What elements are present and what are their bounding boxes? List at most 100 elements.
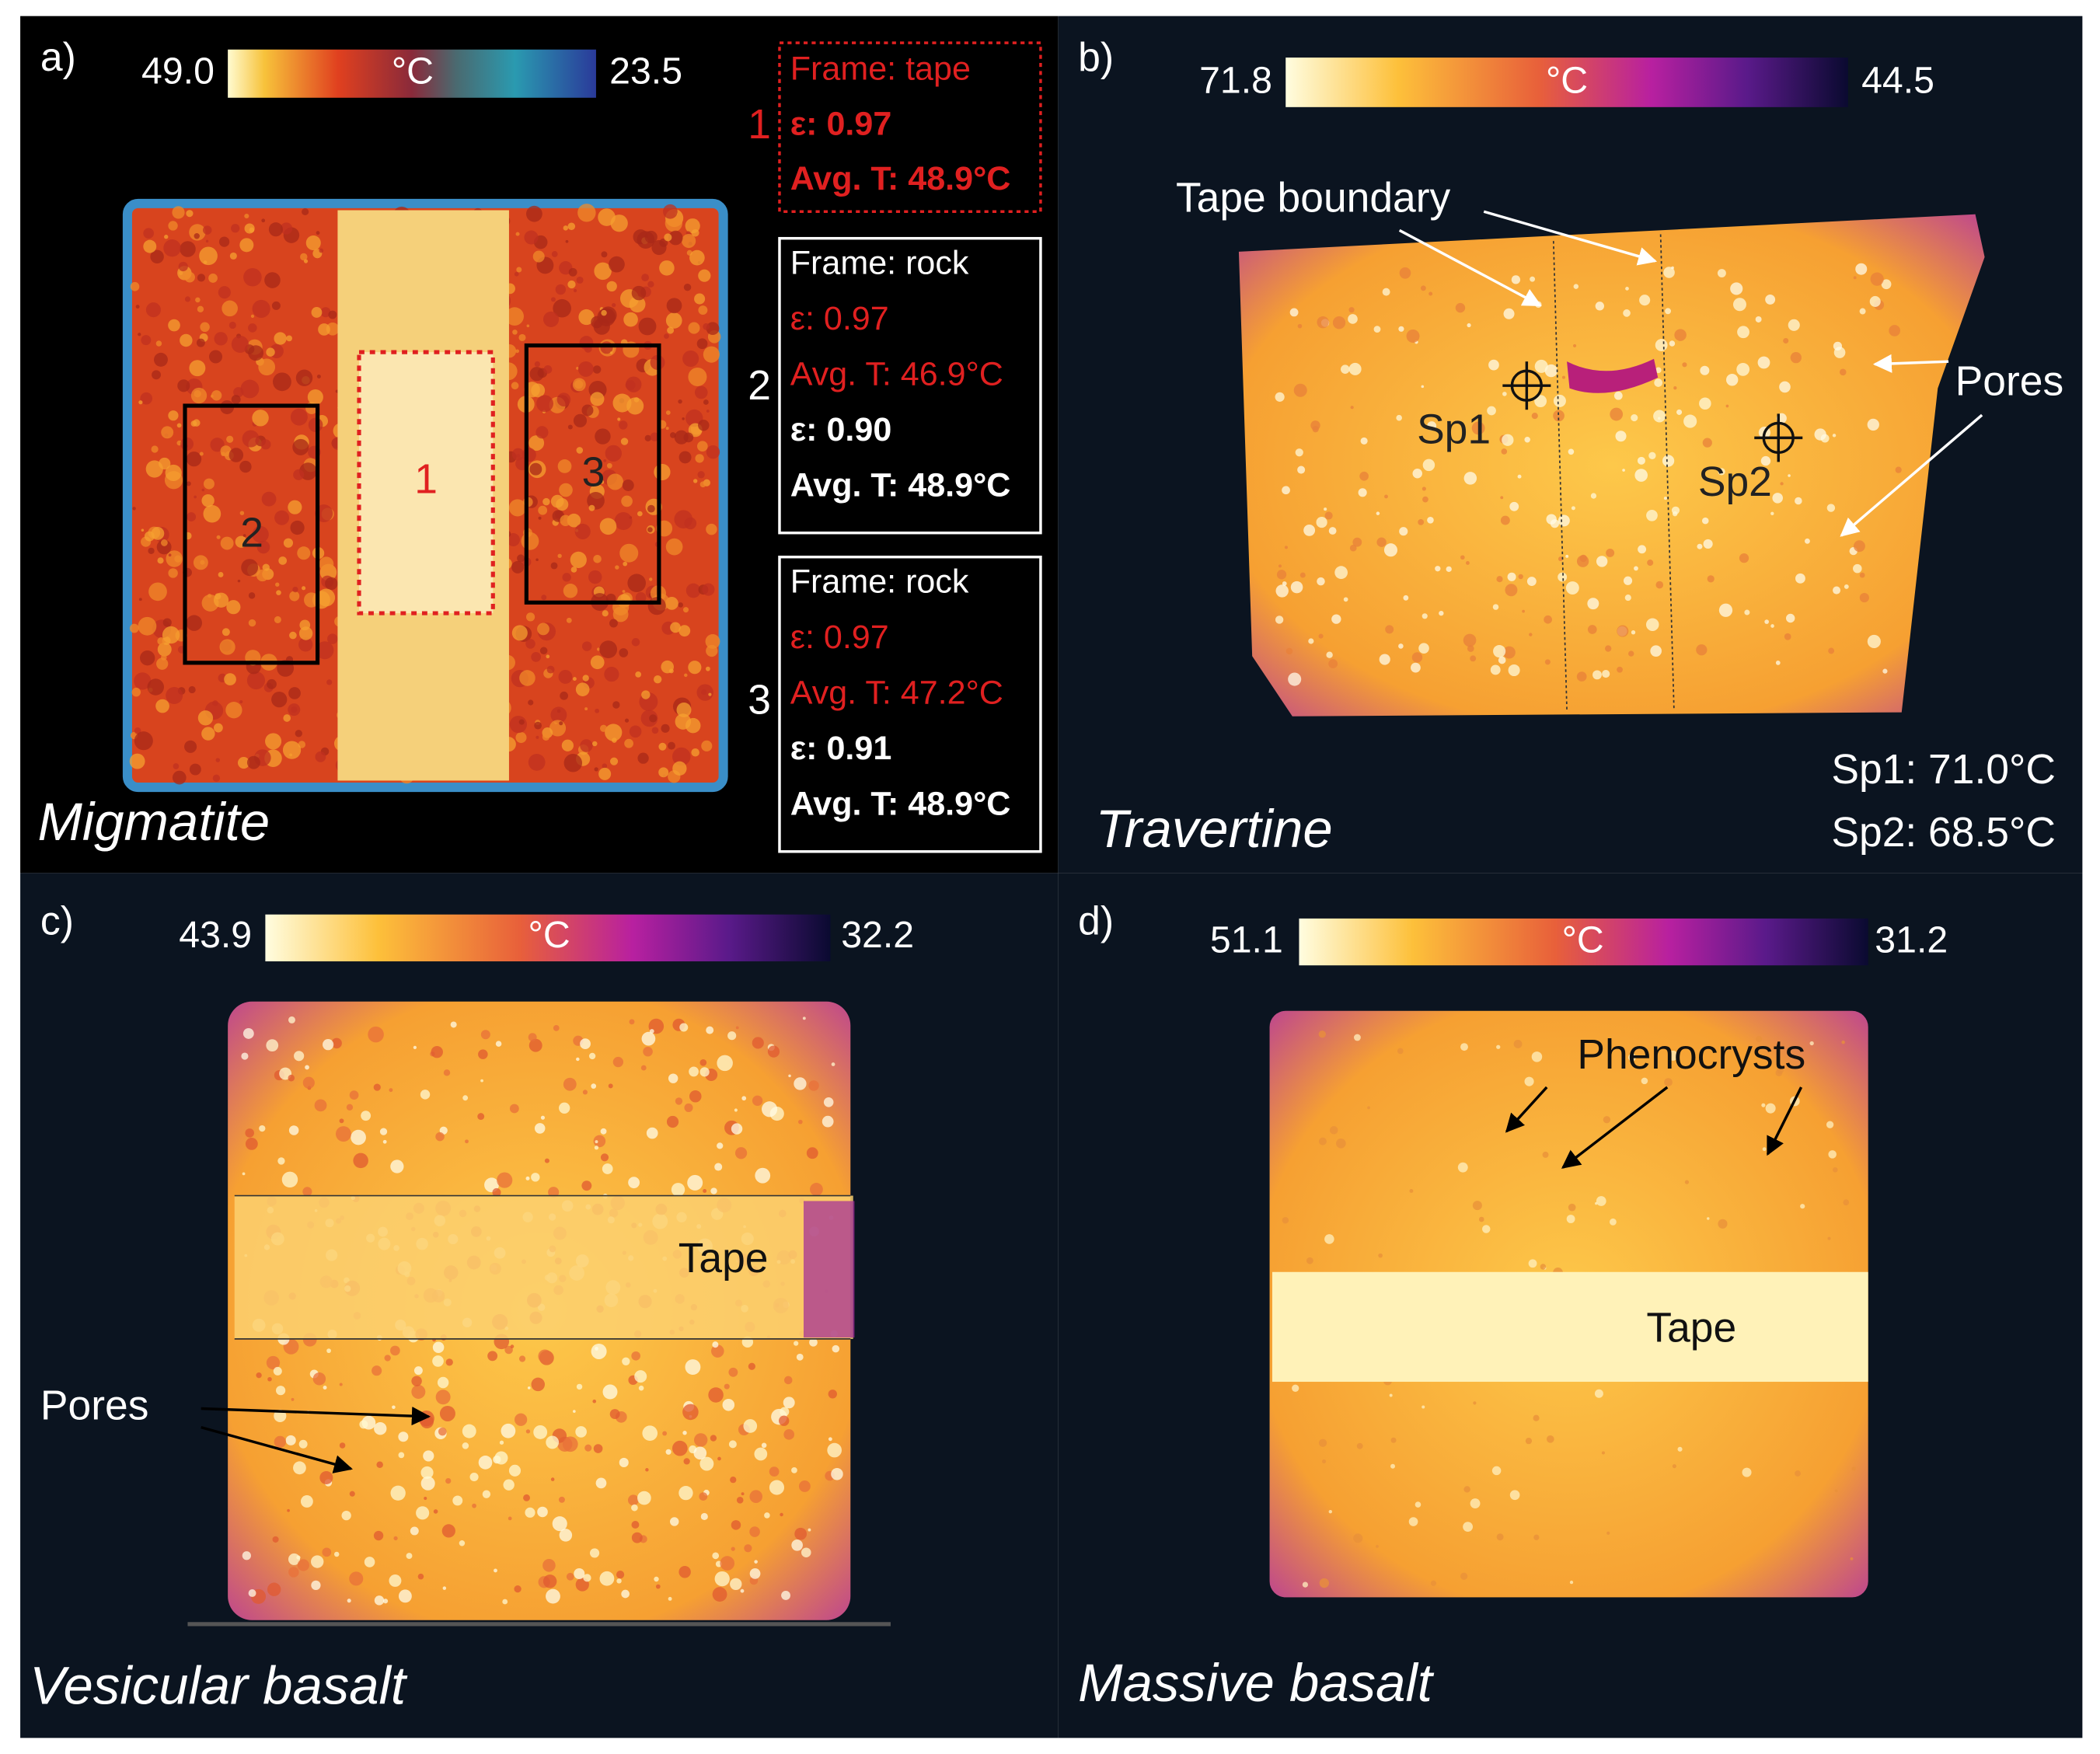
texture [200,560,205,565]
texture [536,395,553,413]
texture [1587,598,1599,610]
texture [1775,1069,1783,1077]
texture [443,1069,451,1076]
texture [689,1090,702,1103]
texture [193,419,201,427]
texture [462,1095,469,1101]
arrows [201,1086,1803,1473]
texture [1654,378,1662,387]
texture [1765,1103,1776,1114]
texture [798,1480,811,1492]
texture [1503,308,1515,319]
texture [822,1115,834,1128]
texture [285,1435,296,1445]
texture [244,213,249,219]
texture [173,763,180,769]
texture [601,251,608,258]
texture [647,597,666,615]
texture [683,432,694,443]
texture [1465,561,1470,565]
texture [1513,1040,1523,1048]
texture [1853,563,1862,574]
texture [311,1555,324,1568]
texture [596,647,601,651]
texture [1422,613,1428,619]
texture [393,1536,398,1541]
texture [625,380,636,390]
texture [550,706,567,724]
texture [511,448,525,461]
texture [231,395,241,405]
texture [542,733,550,741]
texture [273,1366,282,1376]
texture [532,250,545,263]
colorbar [1299,918,1868,966]
texture [542,497,550,506]
texture [231,335,249,354]
texture [589,1548,600,1558]
texture [239,699,243,704]
texture [390,1159,404,1173]
texture [1610,407,1624,421]
texture [1755,316,1762,323]
texture [567,513,581,528]
texture [1336,1138,1346,1149]
texture [1853,540,1865,553]
texture [1707,575,1715,583]
texture [1568,448,1575,455]
texture [570,567,577,573]
texture [794,1527,808,1540]
texture [459,1540,466,1547]
texture [689,249,705,266]
texture [727,1031,737,1041]
texture [535,426,549,439]
texture [398,1452,405,1459]
texture [504,1345,513,1355]
texture [242,1551,251,1560]
region-number: 1 [414,456,438,502]
texture [806,1147,818,1159]
texture [252,410,269,427]
texture [1297,323,1303,329]
texture [201,488,205,492]
texture [1841,1040,1845,1044]
texture [420,1090,431,1100]
texture [697,471,705,479]
texture [346,1104,354,1111]
texture [1534,359,1548,373]
texture [791,1539,803,1551]
texture [577,204,596,222]
texture [1517,474,1522,479]
texture [688,322,700,334]
texture [614,511,633,530]
thermal-image [1238,214,1985,717]
texture [684,673,688,678]
texture [1518,574,1523,580]
annotation: Tape [678,1236,769,1282]
texture [694,385,708,399]
texture [302,586,306,591]
texture [735,1026,739,1030]
texture [645,1468,649,1472]
texture [1764,619,1769,624]
texture [1663,267,1675,278]
texture [1488,359,1499,371]
texture [1742,1467,1752,1477]
texture [233,387,244,398]
texture [190,387,208,404]
texture [508,499,526,517]
texture [302,207,309,216]
texture [699,1456,714,1471]
texture [588,570,602,584]
texture [1411,662,1421,673]
texture [581,641,592,651]
texture [1373,326,1381,333]
texture [277,1157,285,1165]
texture [1422,1405,1425,1409]
texture [1576,671,1587,682]
texture [1389,1393,1393,1397]
texture [682,1431,687,1435]
texture [647,504,655,513]
texture [221,452,225,457]
texture [235,535,247,548]
